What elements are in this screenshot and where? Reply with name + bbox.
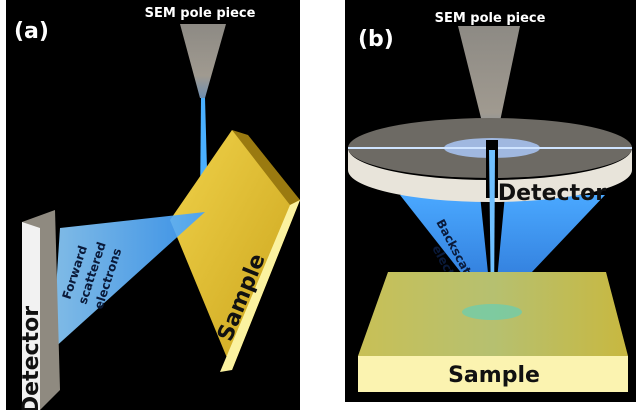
detector-label: Detector	[498, 181, 606, 206]
interaction-spot	[462, 304, 522, 320]
panel-label: (b)	[358, 27, 394, 52]
pole-piece-label: SEM pole piece	[145, 6, 256, 21]
detector-label: Detector	[19, 306, 44, 410]
panel-label: (a)	[14, 19, 49, 44]
panel-a: (a) SEM pole piece Sample Forward scatte…	[6, 0, 300, 410]
sample-label: Sample	[448, 363, 540, 388]
panel-b: (b) SEM pole piece Detector Backscattere…	[345, 0, 636, 402]
figure: (a) SEM pole piece Sample Forward scatte…	[0, 0, 636, 410]
pole-piece-label: SEM pole piece	[435, 11, 546, 26]
